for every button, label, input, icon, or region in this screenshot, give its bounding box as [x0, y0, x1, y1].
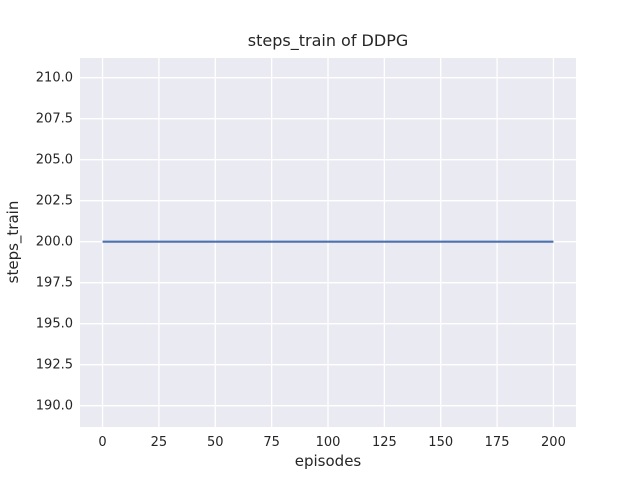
x-tick-label: 100 — [315, 435, 341, 450]
x-tick-label: 0 — [98, 435, 107, 450]
y-tick-label: 210.0 — [35, 70, 73, 86]
x-axis-label: episodes — [294, 452, 362, 470]
x-tick-label: 150 — [428, 435, 454, 450]
plot-canvas — [80, 58, 576, 427]
x-tick-label: 125 — [371, 435, 397, 450]
x-tick-label: 175 — [484, 435, 510, 450]
y-tick-label: 192.5 — [35, 357, 73, 373]
x-tick-label: 25 — [150, 435, 168, 450]
plot-area — [80, 58, 576, 427]
chart-title: steps_train of DDPG — [247, 31, 409, 50]
y-tick-label: 197.5 — [35, 275, 73, 291]
y-tick-label: 190.0 — [35, 398, 73, 414]
x-tick-label: 200 — [541, 435, 566, 450]
y-tick-label: 202.5 — [35, 193, 73, 209]
y-tick-label: 195.0 — [35, 316, 73, 332]
y-tick-label: 200.0 — [35, 234, 73, 250]
y-tick-label: 205.0 — [35, 152, 73, 168]
y-tick-label: 207.5 — [35, 111, 73, 127]
x-tick-label: 50 — [206, 435, 224, 450]
x-tick-label: 75 — [263, 435, 280, 450]
